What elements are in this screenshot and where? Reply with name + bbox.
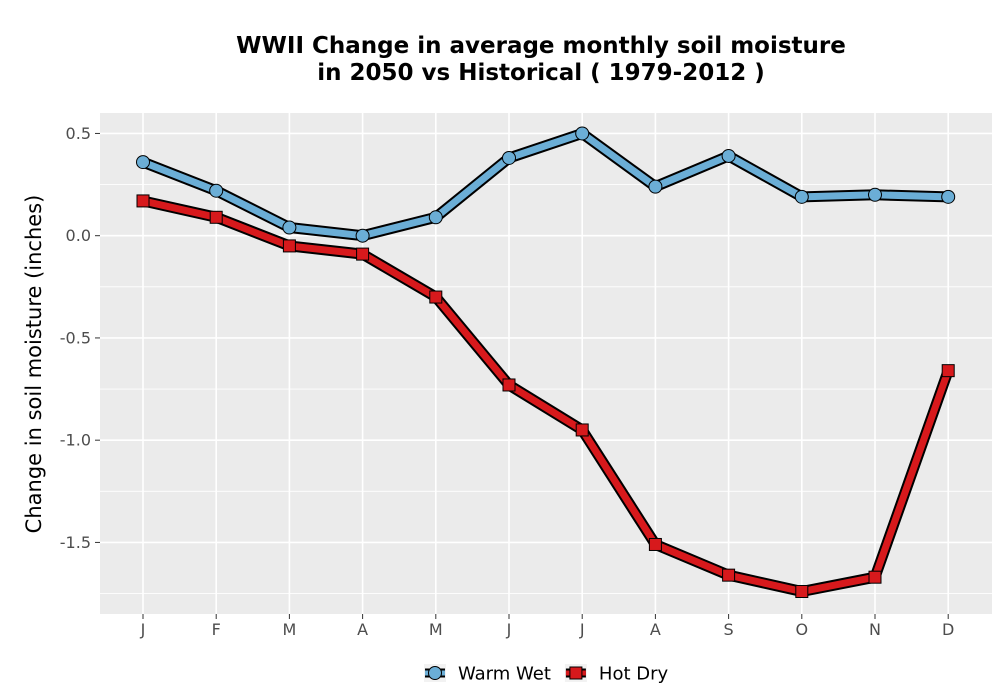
- data-point-warm-wet: [136, 155, 150, 170]
- data-point-warm-wet: [355, 228, 370, 243]
- x-tick-label: S: [724, 620, 734, 639]
- x-tick-label: A: [357, 620, 368, 639]
- data-point-warm-wet: [941, 189, 956, 204]
- data-point-hot-dry: [502, 378, 516, 392]
- data-point-hot-dry: [356, 247, 370, 261]
- data-point-warm-wet: [868, 187, 882, 202]
- x-tick-label: M: [429, 620, 443, 639]
- chart-title-line2: in 2050 vs Historical ( 1979-2012 ): [317, 60, 764, 86]
- data-point-hot-dry: [648, 537, 662, 551]
- series-line-warm-wet: [139, 129, 952, 240]
- legend: Warm Wet Hot Dry: [424, 664, 668, 685]
- data-point-warm-wet: [282, 220, 297, 235]
- data-point-hot-dry: [282, 239, 296, 253]
- data-point-warm-wet: [575, 126, 590, 141]
- x-tick-label: N: [869, 620, 881, 639]
- data-point-hot-dry: [575, 423, 589, 437]
- y-tick-label: 0.5: [66, 124, 91, 143]
- y-tick-label: -1.0: [60, 431, 91, 450]
- x-tick-label: F: [212, 620, 221, 639]
- data-point-warm-wet: [648, 179, 663, 194]
- legend-key-marker-warm-wet: [428, 666, 442, 680]
- chart-title-line1: WWII Change in average monthly soil mois…: [236, 33, 846, 59]
- x-tick-label: M: [282, 620, 296, 639]
- x-tick-label: J: [140, 620, 146, 639]
- data-point-hot-dry: [429, 290, 443, 304]
- x-tick-label: O: [796, 620, 809, 639]
- series-group: [136, 126, 956, 599]
- data-point-hot-dry: [868, 570, 882, 584]
- legend-label-warm-wet: Warm Wet: [458, 664, 551, 685]
- data-point-warm-wet: [794, 189, 809, 204]
- y-tick-label: 0.0: [66, 226, 91, 245]
- data-point-hot-dry: [136, 194, 150, 208]
- legend-key-marker-hot-dry: [569, 666, 583, 680]
- data-point-hot-dry: [795, 585, 809, 599]
- x-tick-label: D: [942, 620, 954, 639]
- y-tick-label: -1.5: [60, 533, 91, 552]
- data-point-hot-dry: [941, 364, 955, 378]
- plot-panel: [100, 113, 992, 614]
- data-point-hot-dry: [209, 210, 223, 224]
- data-point-hot-dry: [722, 568, 736, 582]
- y-axis-label: Change in soil moisture (inches): [22, 195, 46, 534]
- x-tick-label: J: [506, 620, 512, 639]
- y-axis-ticks: 0.5 0.0 -0.5 -1.0 -1.5: [60, 124, 100, 552]
- x-tick-label: J: [579, 620, 585, 639]
- data-point-warm-wet: [209, 183, 224, 198]
- legend-label-hot-dry: Hot Dry: [599, 664, 669, 685]
- series-line-hot-dry: [139, 197, 952, 596]
- data-point-warm-wet: [721, 148, 736, 163]
- data-point-warm-wet: [428, 210, 443, 225]
- y-tick-label: -0.5: [60, 328, 91, 347]
- data-point-warm-wet: [502, 150, 516, 165]
- x-tick-label: A: [650, 620, 661, 639]
